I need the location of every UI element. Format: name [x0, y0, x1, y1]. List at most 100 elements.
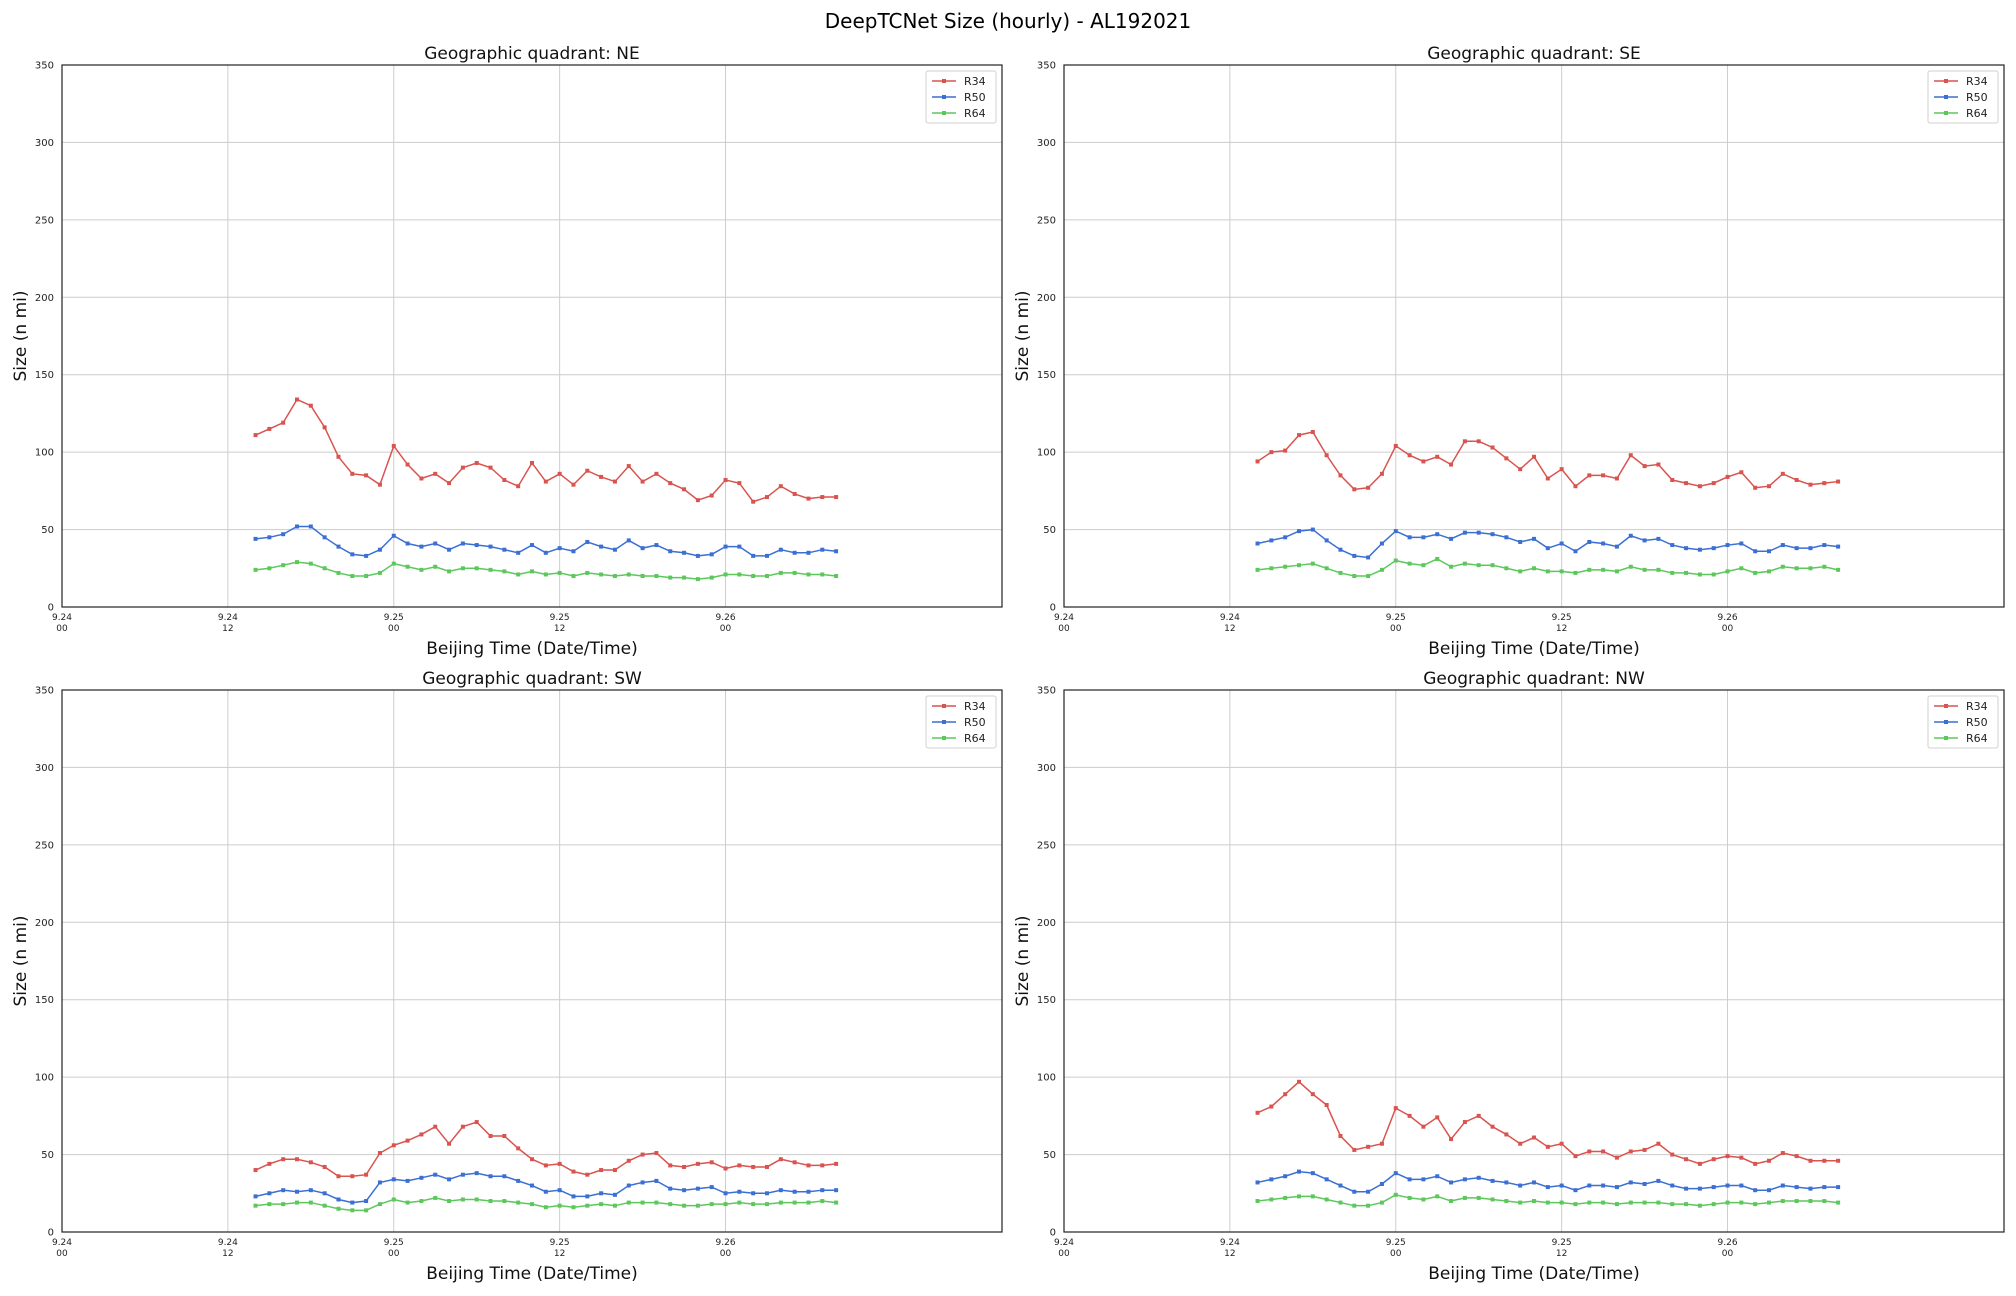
x-tick-date: 9.24	[1054, 1238, 1074, 1248]
data-point-R64	[820, 572, 825, 577]
data-point-R64	[1366, 1203, 1371, 1208]
data-point-R64	[377, 1202, 382, 1207]
data-point-R50	[336, 1197, 341, 1202]
data-point-R64	[571, 574, 576, 579]
series-line-R64	[1257, 558, 1839, 577]
data-point-R50	[474, 1171, 479, 1176]
data-point-R64	[654, 1200, 659, 1205]
data-point-R34	[1269, 1104, 1274, 1109]
x-tick-date: 9.24	[52, 1238, 72, 1248]
data-point-R50	[405, 541, 410, 546]
data-point-R50	[1559, 1183, 1564, 1188]
data-point-R64	[792, 570, 797, 575]
data-point-R64	[1421, 563, 1426, 568]
data-point-R64	[502, 1199, 507, 1204]
data-point-R34	[1711, 1157, 1716, 1162]
x-tick-time: 12	[222, 624, 233, 634]
data-point-R64	[1711, 1202, 1716, 1207]
data-point-R34	[1573, 484, 1578, 489]
y-tick-label: 200	[1037, 293, 1056, 304]
legend-marker-R64	[942, 111, 946, 115]
data-point-R64	[668, 1202, 673, 1207]
data-point-R64	[709, 575, 714, 580]
data-point-R64	[1739, 566, 1744, 571]
data-point-R34	[1310, 1092, 1315, 1097]
y-tick-label: 150	[35, 995, 54, 1006]
data-point-R34	[377, 1151, 382, 1156]
x-tick-time: 00	[1058, 1249, 1070, 1259]
data-point-R64	[1836, 567, 1841, 572]
data-point-R64	[695, 577, 700, 582]
data-point-R34	[695, 498, 700, 503]
data-point-R50	[1532, 536, 1536, 541]
data-point-R64	[1255, 1199, 1260, 1204]
data-point-R50	[1504, 1180, 1509, 1185]
data-point-R50	[585, 539, 590, 544]
data-point-R50	[308, 1188, 313, 1193]
data-point-R34	[820, 1163, 825, 1168]
x-tick-time: 00	[56, 624, 68, 634]
data-point-R50	[626, 1183, 631, 1188]
series-line-R34	[255, 1121, 837, 1178]
data-point-R50	[1421, 535, 1426, 540]
data-point-R50	[1642, 1181, 1647, 1186]
legend-label-R34: R34	[1966, 700, 1988, 713]
x-tick-date: 9.26	[716, 1238, 736, 1248]
data-point-R50	[1656, 1178, 1661, 1183]
data-point-R64	[765, 1202, 769, 1207]
data-point-R64	[778, 1200, 783, 1205]
data-point-R50	[1421, 1177, 1426, 1182]
data-point-R34	[1725, 474, 1730, 479]
data-point-R50	[1476, 1175, 1481, 1180]
y-tick-label: 250	[1037, 215, 1056, 226]
data-point-R50	[806, 550, 811, 555]
data-point-R64	[820, 1199, 825, 1204]
data-point-R64	[1767, 1200, 1771, 1205]
data-point-R50	[1780, 543, 1785, 548]
data-point-R50	[1614, 544, 1619, 549]
data-point-R34	[419, 1132, 424, 1137]
data-point-R34	[336, 454, 341, 459]
data-point-R50	[626, 538, 631, 543]
x-tick-date: 9.24	[1220, 1238, 1240, 1248]
data-point-R64	[1283, 1195, 1288, 1200]
y-axis-label: Size (n mi)	[1013, 915, 1033, 1006]
legend-marker-R34	[942, 79, 946, 83]
data-point-R64	[474, 566, 479, 571]
y-tick-label: 250	[35, 215, 54, 226]
data-point-R50	[1407, 1177, 1412, 1182]
data-point-R34	[281, 1157, 286, 1162]
legend-marker-R64	[1944, 736, 1948, 740]
data-point-R64	[405, 1200, 410, 1205]
y-tick-label: 100	[1037, 1073, 1056, 1084]
data-point-R34	[1642, 464, 1647, 469]
series-line-R64	[255, 561, 837, 580]
y-tick-label: 350	[35, 686, 54, 697]
data-point-R50	[1628, 533, 1633, 538]
data-point-R64	[1780, 1199, 1785, 1204]
chart-panel-3: 0501001502002503003509.24009.24129.25009…	[1013, 669, 2005, 1284]
legend-label-R34: R34	[964, 75, 986, 88]
data-point-R64	[1310, 561, 1315, 566]
data-point-R34	[1767, 484, 1771, 489]
x-tick-time: 12	[1556, 624, 1567, 634]
x-tick-time: 12	[1556, 1249, 1567, 1259]
data-point-R64	[682, 1203, 687, 1208]
y-tick-label: 0	[1050, 603, 1056, 614]
data-point-R34	[709, 1160, 714, 1165]
data-point-R64	[253, 567, 258, 572]
y-tick-label: 300	[35, 138, 54, 149]
data-point-R34	[792, 491, 797, 496]
data-point-R64	[1269, 1197, 1274, 1202]
data-point-R34	[1808, 1158, 1813, 1163]
legend-label-R64: R64	[1966, 107, 1988, 120]
data-point-R34	[1476, 1113, 1481, 1118]
data-point-R50	[751, 553, 756, 558]
data-point-R50	[599, 544, 604, 549]
data-point-R64	[447, 1199, 452, 1204]
data-point-R50	[1310, 1171, 1315, 1176]
data-point-R64	[1283, 564, 1288, 569]
data-point-R34	[447, 1141, 452, 1146]
data-point-R64	[447, 569, 452, 574]
data-point-R34	[626, 1158, 631, 1163]
